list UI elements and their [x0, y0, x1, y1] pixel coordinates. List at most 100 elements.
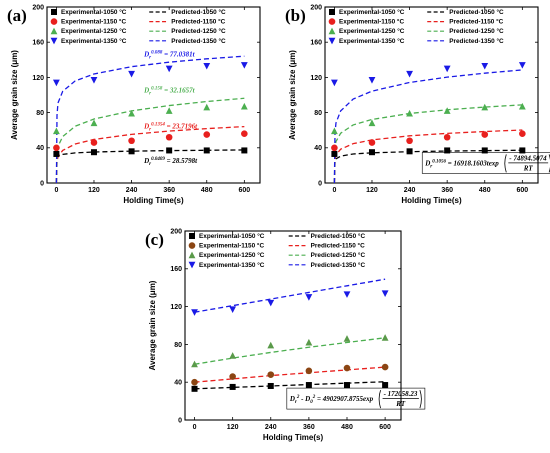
data-point [267, 341, 275, 349]
y-tick-label: 80 [174, 342, 182, 349]
data-point [229, 306, 237, 314]
legend-marker [328, 37, 336, 45]
panel-0: 0 40 80 120 160 200 0 120 240 360 480 600 Holding Ti… [7, 4, 261, 205]
data-point [229, 373, 236, 380]
data-point [381, 334, 389, 341]
predicted-curve [333, 149, 523, 184]
y-tick-label: 120 [32, 75, 44, 82]
equation-part: 2 [296, 395, 300, 400]
legend-label: Experimental-1050 °C [199, 232, 265, 240]
equation-part: D [143, 122, 149, 130]
x-axis-title: Holding Time(s) [401, 196, 462, 205]
data-point [203, 103, 211, 111]
data-point [343, 335, 351, 342]
legend-label: Experimental-1050 °C [61, 8, 127, 16]
data-point [229, 383, 236, 390]
data-point [90, 119, 98, 127]
equation-part: = 4902907.8755exp [315, 395, 373, 403]
y-tick-label: 160 [310, 40, 322, 47]
legend-label: Predicted-1250 °C [311, 251, 366, 259]
data-point [166, 147, 173, 154]
legend-label: Experimental-1250 °C [61, 27, 127, 35]
legend-marker [328, 27, 336, 35]
legend-label: Experimental-1150 °C [61, 18, 126, 26]
equation-box [286, 387, 426, 410]
data-point [382, 382, 389, 389]
legend-label: Predicted-1150 °C [171, 18, 225, 26]
x-tick-label: 360 [441, 187, 453, 194]
data-point [191, 360, 198, 368]
data-point [481, 103, 489, 111]
x-tick-label: 240 [265, 424, 277, 431]
data-point [330, 79, 338, 87]
x-tick-label: 0 [193, 424, 197, 431]
legend-label: Predicted-1250 °C [449, 27, 504, 35]
legend-marker [329, 9, 335, 15]
data-point [191, 385, 198, 392]
y-tick-label: 40 [36, 145, 44, 152]
x-tick-label: 120 [227, 424, 239, 431]
equation-part: 0 [310, 400, 313, 405]
data-point [406, 70, 413, 78]
y-tick-label: 80 [36, 110, 44, 117]
data-point [241, 130, 248, 138]
y-tick-label: 120 [310, 75, 322, 82]
predicted-curve [333, 69, 523, 184]
x-tick-label: 480 [479, 187, 491, 194]
data-point [368, 77, 376, 84]
y-tick-label: 160 [32, 40, 44, 47]
legend-label: Experimental-1250 °C [339, 27, 405, 35]
equation-annotation: Dr0.0409 = 28.5798t [143, 157, 198, 167]
legend-label: Experimental-1350 °C [61, 37, 127, 45]
legend-marker [188, 242, 196, 249]
legend-marker [50, 27, 58, 35]
y-tick-label: 0 [178, 417, 182, 424]
data-point [203, 62, 211, 70]
x-tick-label: 480 [201, 187, 213, 194]
legend-label: Predicted-1050 °C [311, 232, 366, 240]
y-tick-label: 200 [310, 4, 322, 11]
legend-label: Predicted-1050 °C [171, 8, 226, 16]
equation-part: r [295, 400, 297, 405]
predicted-curve [194, 337, 386, 365]
data-point [331, 144, 338, 152]
data-point [128, 148, 135, 155]
equation-part: 0.1354 [151, 122, 165, 127]
equation-part: D [143, 86, 149, 94]
paren-left [378, 389, 381, 409]
data-point [90, 149, 97, 156]
legend-label: Experimental-1150 °C [339, 18, 404, 26]
equation-part: = 77.0381t [162, 50, 195, 58]
legend-marker [50, 37, 58, 45]
data-point [191, 378, 198, 386]
data-point [165, 133, 173, 141]
x-tick-label: 0 [332, 187, 336, 194]
data-point [267, 371, 275, 378]
x-tick-label: 240 [404, 187, 416, 194]
legend-marker [51, 9, 57, 15]
predicted-curve [55, 55, 245, 184]
y-tick-label: 80 [314, 110, 322, 117]
data-point [444, 147, 451, 154]
data-point [519, 147, 526, 154]
equation-part: 2 [312, 395, 316, 400]
data-point [443, 133, 451, 141]
equation-annotation: Dr0.158 = 32.1657t [143, 86, 196, 96]
equation-part: - D [299, 395, 310, 403]
x-axis-title: Holding Time(s) [123, 196, 184, 205]
equation-part: r [430, 164, 432, 169]
panel-label: (a) [7, 6, 27, 25]
legend-label: Predicted-1150 °C [449, 18, 503, 26]
data-point [53, 150, 60, 157]
data-point [305, 338, 313, 346]
equation-part: = 16918.1603t [446, 159, 490, 167]
predicted-curve [333, 104, 523, 184]
legend-marker [50, 18, 58, 25]
legend-marker [188, 251, 196, 259]
paren-left [504, 154, 507, 173]
data-point [406, 109, 413, 117]
y-axis-title: Average grain size (μm) [148, 280, 157, 370]
plot-frame [184, 230, 402, 421]
panel-1: 0 40 80 120 160 200 0 120 240 360 480 600 Holding Ti… [285, 4, 550, 205]
panel-label: (b) [285, 6, 306, 25]
